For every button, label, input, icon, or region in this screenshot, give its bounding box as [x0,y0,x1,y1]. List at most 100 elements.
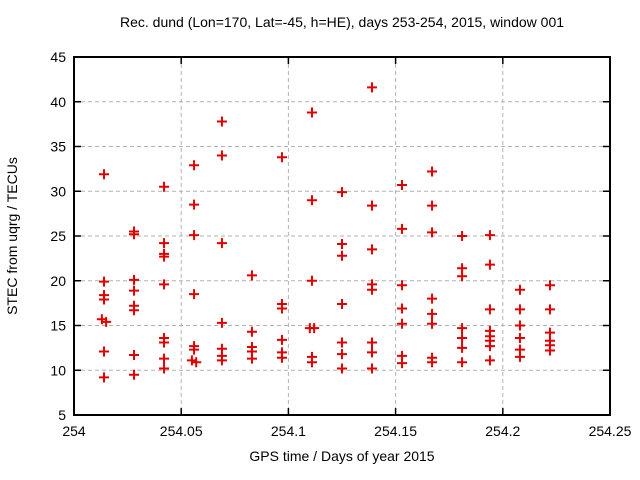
data-point-marker [484,355,495,366]
y-tick-label: 45 [50,49,66,65]
data-point-marker [514,351,525,362]
y-tick-label: 15 [50,318,66,334]
data-point-marker [189,230,200,241]
data-point-marker [337,363,347,374]
data-point-marker [337,299,347,310]
data-point-marker [159,251,170,262]
y-axis-label: STEC from uqrg / TECUs [4,157,20,315]
data-point-marker [191,357,202,368]
data-point-marker [484,230,495,241]
data-point-marker [397,318,408,329]
data-point-marker [457,342,468,353]
x-tick-label: 254.15 [374,423,417,439]
x-tick-label: 254.2 [485,423,520,439]
data-point-marker [484,304,495,315]
data-point-marker [337,349,347,360]
data-point-marker [427,318,438,329]
data-point-marker [129,229,140,240]
data-point-marker [216,150,227,161]
y-tick-label: 30 [50,183,66,199]
data-point-marker [129,369,140,380]
data-point-marker [276,303,287,314]
data-point-marker [189,160,200,171]
data-point-marker [159,353,170,364]
data-point-marker [216,238,227,249]
x-axis-label: GPS time / Days of year 2015 [249,448,434,464]
data-point-marker [397,303,408,314]
data-point-marker [337,187,347,198]
data-point-marker [101,316,112,327]
data-point-marker [276,352,287,363]
data-point-marker [457,231,468,241]
data-point-marker [457,333,468,344]
data-point-marker [309,323,320,334]
data-point-marker [306,195,317,206]
data-point-marker [129,305,140,316]
data-point-marker [367,244,378,255]
data-point-marker [397,280,408,291]
y-tick-label: 10 [50,362,66,378]
data-point-marker [427,357,438,368]
data-point-marker [514,320,525,331]
data-point-marker [246,326,257,337]
data-point-marker [129,274,140,285]
y-tick-label: 40 [50,94,66,110]
data-point-marker [367,337,378,348]
data-point-marker [189,199,200,210]
data-point-marker [306,275,317,286]
data-point-marker [159,238,170,249]
data-point-marker [397,223,408,234]
x-tick-labels: 254 254.05 254.1 254.15 254.2 254.25 [62,423,631,439]
data-point-marker [427,166,438,177]
data-point-marker [99,346,110,357]
data-point-marker [397,179,408,190]
data-point-marker [159,363,170,374]
data-point-marker [427,308,438,319]
y-tick-labels: 5 10 15 20 25 30 35 40 45 [50,49,66,423]
y-tick-label: 25 [50,228,66,244]
data-point-marker [367,200,378,211]
data-point-marker [99,169,110,180]
data-point-marker [189,344,200,355]
data-points [96,82,555,383]
data-point-marker [367,363,378,374]
data-point-marker [159,181,170,192]
data-point-marker [276,152,287,163]
x-tick-label: 254.05 [160,423,203,439]
data-point-marker [544,345,555,356]
data-point-marker [99,372,110,383]
data-point-marker [159,279,170,290]
data-point-marker [246,353,257,364]
data-point-marker [129,285,140,296]
data-point-marker [514,284,525,295]
gridlines [74,57,610,415]
y-tick-label: 35 [50,139,66,155]
data-point-marker [99,276,110,287]
data-point-marker [427,227,438,238]
data-point-marker [189,289,200,300]
data-point-marker [514,304,525,315]
plot-border [73,56,611,416]
data-point-marker [457,271,468,282]
data-point-marker [99,294,110,305]
data-point-marker [306,107,317,118]
chart-title: Rec. dund (Lon=170, Lat=-45, h=HE), days… [120,14,564,30]
data-point-marker [216,317,227,328]
y-tick-label: 5 [58,407,66,423]
data-point-marker [367,347,378,358]
data-point-marker [337,239,347,250]
data-point-marker [216,116,227,127]
data-point-marker [544,280,555,291]
data-point-marker [337,337,347,348]
data-point-marker [216,355,227,366]
data-point-marker [367,82,378,93]
data-point-marker [427,293,438,304]
y-tick-label: 20 [50,273,66,289]
x-tick-label: 254.1 [271,423,306,439]
data-point-marker [306,357,317,368]
data-point-marker [337,250,347,261]
data-point-marker [457,323,468,334]
data-point-marker [246,270,257,281]
